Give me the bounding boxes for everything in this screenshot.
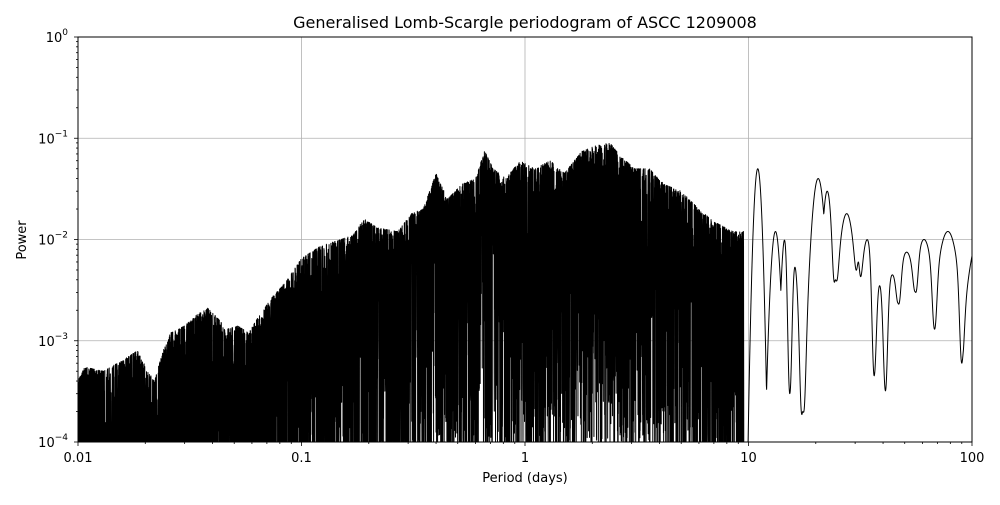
y-tick-label: 10−2 (38, 231, 68, 249)
y-tick-label: 100 (46, 28, 69, 46)
y-tick-base: 10 (38, 234, 55, 249)
x-tick-label: 0.01 (64, 451, 93, 466)
y-tick-label: 10−4 (38, 433, 68, 451)
y-tick-base: 10 (38, 132, 55, 147)
y-tick-label: 10−3 (38, 332, 68, 350)
x-tick-label: 0.1 (291, 451, 312, 466)
y-tick-exponent: 0 (62, 28, 68, 38)
y-tick-base: 10 (46, 31, 63, 46)
y-tick-base: 10 (38, 335, 55, 350)
y-tick-label: 10−1 (38, 129, 68, 147)
y-tick-exponent: −4 (55, 433, 69, 443)
y-tick-base: 10 (38, 436, 55, 451)
y-tick-exponent: −3 (55, 332, 68, 342)
y-axis-label: Power (15, 220, 30, 260)
chart-title: Generalised Lomb-Scargle periodogram of … (293, 13, 757, 32)
y-tick-exponent: −1 (55, 129, 68, 139)
x-tick-label: 10 (740, 451, 757, 466)
x-axis-label: Period (days) (482, 471, 568, 486)
x-tick-label: 100 (960, 451, 985, 466)
series-layer (78, 143, 972, 442)
periodogram-line (78, 143, 972, 442)
y-tick-exponent: −2 (55, 231, 68, 241)
x-tick-label: 1 (521, 451, 529, 466)
